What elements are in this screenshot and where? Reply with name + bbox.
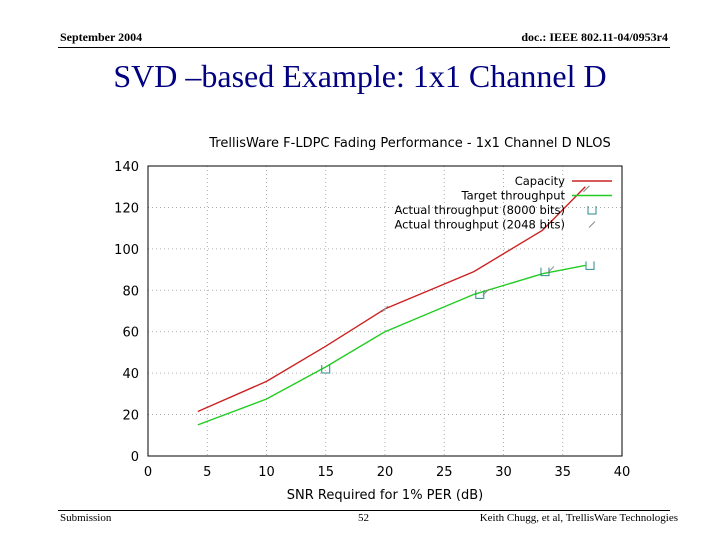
footer-page-number: 52: [358, 512, 369, 524]
x-tick-label: 30: [495, 465, 512, 480]
footer-submission: Submission: [60, 512, 112, 524]
data-point-2048-bits: [547, 266, 555, 273]
data-point-2048-bits: [588, 221, 596, 228]
footer-rule: [58, 510, 670, 511]
y-tick-label: 120: [114, 201, 139, 216]
header-doc-id: doc.: IEEE 802.11-04/0953r4: [521, 30, 668, 44]
y-tick-label: 140: [114, 160, 139, 175]
x-tick-label: 25: [436, 465, 453, 480]
y-tick-label: 40: [122, 367, 139, 382]
x-tick-label: 35: [554, 465, 571, 480]
y-tick-label: 80: [122, 284, 139, 299]
slide-title: SVD –based Example: 1x1 Channel D: [113, 58, 607, 94]
legend-label: Target throughput: [460, 189, 565, 203]
header-date: September 2004: [60, 30, 143, 44]
footer-author: Keith Chugg, et al, TrellisWare Technolo…: [479, 512, 678, 524]
x-tick-label: 40: [614, 465, 631, 480]
series-line-target-throughput: [197, 264, 586, 426]
data-point-8000-bits: [321, 365, 331, 374]
y-tick-label: 100: [114, 243, 139, 258]
data-point-8000-bits: [587, 206, 597, 215]
chart-title: TrellisWare F-LDPC Fading Performance - …: [208, 136, 610, 151]
y-tick-label: 20: [122, 409, 139, 424]
y-tick-label: 60: [122, 326, 139, 341]
x-tick-label: 15: [317, 465, 334, 480]
x-tick-label: 10: [258, 465, 275, 480]
header-rule: [58, 47, 670, 48]
x-axis-label: SNR Required for 1% PER (dB): [287, 488, 483, 503]
x-tick-label: 5: [203, 465, 211, 480]
data-point-2048-bits: [583, 185, 590, 193]
data-point-2048-bits: [482, 289, 490, 296]
data-point-2048-bits: [381, 305, 389, 313]
legend-label: Actual throughput (2048 bits): [394, 218, 565, 232]
x-tick-label: 20: [377, 465, 394, 480]
legend-label: Actual throughput (8000 bits): [394, 203, 565, 217]
y-tick-label: 0: [131, 450, 139, 465]
x-tick-label: 0: [144, 465, 152, 480]
plot-area-frame: [147, 165, 623, 457]
data-point-8000-bits: [585, 261, 595, 270]
legend-label: Capacity: [515, 174, 565, 188]
